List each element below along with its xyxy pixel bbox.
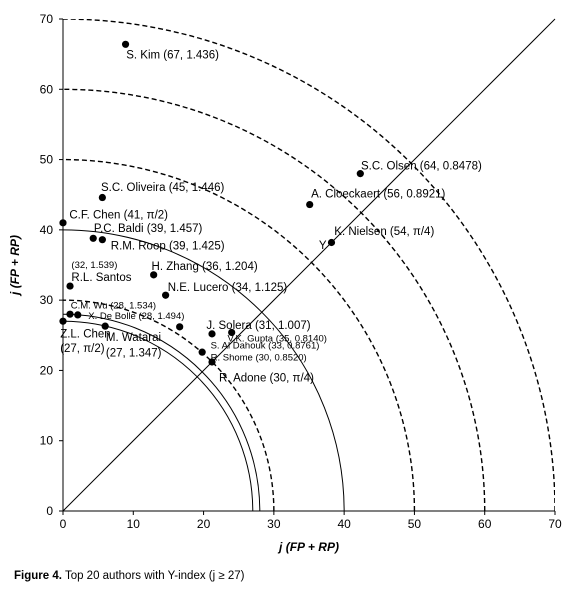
- point-label: Z.L. Chen: [60, 328, 110, 340]
- point-label: A. Cloeckaert (56, 0.8921): [311, 189, 445, 201]
- y-tick-label: 20: [40, 363, 54, 377]
- point-label: N.E. Lucero (34, 1.125): [168, 282, 288, 294]
- point-label: C.F. Chen (41, π/2): [69, 210, 168, 222]
- point-label: R. Adone (30, π/4): [219, 373, 314, 385]
- data-point: [66, 310, 74, 318]
- point-label: S.C. Oliveira (45, 1.446): [101, 182, 225, 194]
- data-point: [66, 282, 74, 290]
- point-label: K. Nielsen (54, π/4): [334, 226, 434, 238]
- data-point: [74, 311, 82, 319]
- y-tick-label: 40: [40, 223, 54, 237]
- y-tick-label: 70: [40, 12, 54, 26]
- data-point: [176, 323, 184, 331]
- x-tick-label: 10: [127, 517, 141, 531]
- point-label: M. Watarai: [106, 332, 161, 344]
- x-tick-label: 40: [337, 517, 351, 531]
- data-point: [89, 234, 97, 242]
- point-label: R.M. Roop (39, 1.425): [111, 241, 225, 253]
- y-tick-label: 10: [40, 434, 54, 448]
- data-point: [228, 328, 236, 337]
- caption-label: Figure 4.: [14, 570, 62, 582]
- point-label: H. Zhang (36, 1.204): [152, 261, 258, 273]
- data-point: [327, 238, 336, 247]
- data-point: [59, 317, 67, 325]
- point-label: S.C. Olsen (64, 0.8478): [361, 160, 482, 172]
- labels-layer: S. Kim (67, 1.436) S.C. Olsen (64, 0.8478…: [60, 49, 482, 384]
- point-label: X. De Bolle (28, 1.494): [88, 311, 184, 322]
- data-point: [162, 291, 170, 299]
- diagonal-line: [62, 18, 556, 512]
- points-layer: [59, 40, 364, 366]
- point-label: J. Solera (31, 1.007): [206, 320, 310, 332]
- point-label: R.L. Santos: [71, 272, 131, 284]
- arc-r30: [63, 299, 275, 511]
- diagonal-layer: Y: [62, 18, 556, 512]
- data-point: [306, 200, 314, 209]
- data-point: [101, 322, 109, 330]
- point-label: (32, 1.539): [71, 260, 117, 271]
- data-point: [59, 219, 67, 227]
- caption-text: Top 20 authors with Y-index (j ≥ 27): [64, 570, 245, 582]
- x-tick-label: 0: [60, 517, 67, 531]
- x-axis-title: j (FP + RP): [277, 540, 339, 554]
- data-point: [98, 193, 106, 202]
- x-tick-label: 70: [548, 517, 562, 531]
- axes: 0 10 20 30 40 50 60 70 0 10 20 30 40 50 60 70: [40, 12, 562, 531]
- data-point: [121, 40, 130, 48]
- data-point: [98, 236, 106, 244]
- y-tick-label: 50: [40, 153, 54, 167]
- x-tick-label: 50: [408, 517, 422, 531]
- point-label: (27, 1.347): [106, 347, 162, 359]
- data-point: [208, 330, 216, 338]
- data-point: [208, 358, 216, 366]
- point-label: S. Kim (67, 1.436): [126, 49, 219, 61]
- point-label: P.C. Baldi (39, 1.457): [94, 223, 203, 235]
- y-axis-title: j (FP + RP): [8, 235, 22, 297]
- data-point: [150, 271, 158, 279]
- point-label: C.M. Wu (28, 1.534): [71, 301, 156, 312]
- point-label: (27, π/2): [60, 343, 105, 355]
- figure-caption: Figure 4. Top 20 authors with Y-index (j…: [14, 570, 245, 582]
- point-label: V.K. Gupta (35, 0.8140): [227, 334, 326, 345]
- point-label: S. Al Dahouk (33, 0.8761): [211, 341, 320, 352]
- y-tick-label: 60: [40, 82, 54, 96]
- data-point: [198, 348, 206, 356]
- y-tick-label: 30: [40, 293, 54, 307]
- x-tick-label: 20: [197, 517, 211, 531]
- data-point: [356, 170, 364, 178]
- y-tick-label: 0: [46, 504, 53, 518]
- point-label: R. Shome (30, 0.8520): [211, 353, 307, 364]
- diagonal-label: Y: [319, 240, 327, 252]
- x-tick-label: 60: [478, 517, 492, 531]
- x-tick-label: 30: [267, 517, 281, 531]
